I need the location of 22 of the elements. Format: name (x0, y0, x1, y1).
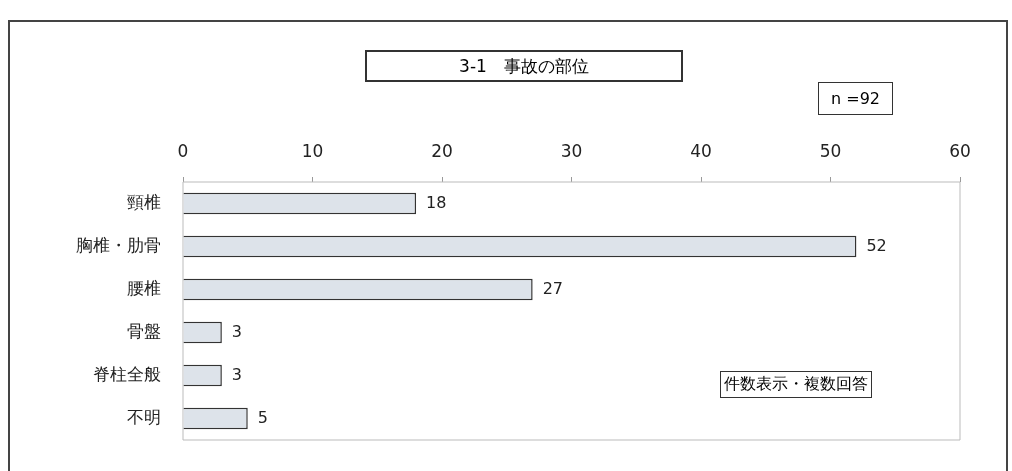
chart-title: 3-1 事故の部位 (365, 50, 683, 82)
x-tick-label: 10 (301, 141, 324, 162)
data-label: 5 (257, 407, 268, 427)
data-label: 3 (231, 364, 243, 384)
y-tick-label: 胸椎・肋骨 (76, 234, 161, 255)
data-label: 52 (866, 235, 887, 255)
y-tick-label: 骨盤 (127, 320, 161, 341)
x-tick-label: 0 (177, 141, 189, 162)
annotation: 件数表示・複数回答 (720, 371, 872, 398)
data-label: 18 (426, 192, 447, 212)
y-tick-label: 腰椎 (127, 277, 161, 298)
data-label: 3 (231, 321, 243, 341)
y-tick-label: 脊柱全般 (93, 363, 161, 384)
x-tick-label: 30 (560, 141, 583, 162)
x-tick-label: 40 (690, 141, 712, 162)
text: n =92 (818, 82, 893, 115)
x-tick-label: 60 (949, 141, 971, 162)
y-tick-label: 頸椎 (127, 191, 161, 212)
data-label: 27 (542, 278, 564, 298)
x-tick-label: 20 (431, 141, 453, 162)
x-tick-label: 50 (819, 141, 842, 162)
y-tick-label: 不明 (127, 406, 161, 427)
